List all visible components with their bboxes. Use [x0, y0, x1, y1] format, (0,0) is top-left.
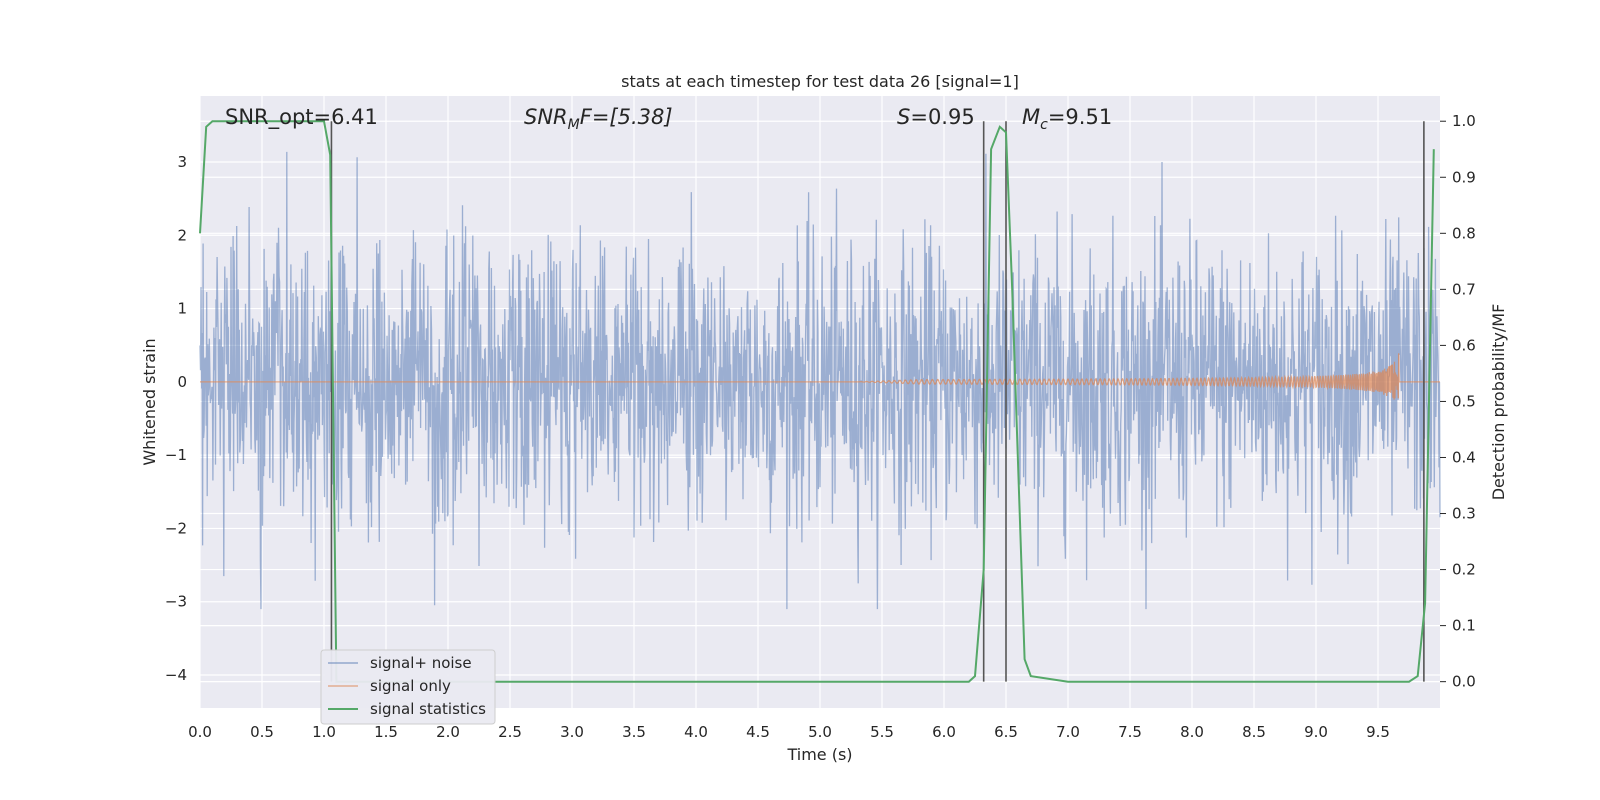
y-right-tick-labels: 1.0 0.9 0.8 0.7 0.6 0.5 0.4 0.3 0.2 0.1 0.0 — [1440, 112, 1476, 691]
x-tick-label: 3.0 — [560, 723, 584, 741]
y-tick-label: 3 — [177, 153, 187, 171]
signal-only-series — [200, 353, 1440, 400]
x-axis-label: Time (s) — [786, 745, 852, 764]
y-tick-label: 0 — [177, 373, 187, 391]
y-right-tick-label: 0.7 — [1452, 280, 1476, 298]
snr-mf-sub: M — [568, 117, 580, 133]
chart-title: stats at each timestep for test data 26 … — [621, 72, 1019, 91]
annotation-snr-opt: SNR_opt=6.41 — [225, 105, 378, 130]
y-tick-label: 2 — [177, 226, 187, 244]
vertical-markers — [330, 121, 1425, 682]
y-right-tick-label: 1.0 — [1452, 112, 1476, 130]
x-tick-label: 0.0 — [188, 723, 212, 741]
y-right-tick-label: 0.4 — [1452, 448, 1476, 466]
y-right-tick-label: 0.5 — [1452, 392, 1476, 410]
x-tick-label: 8.5 — [1242, 723, 1266, 741]
mc-base: M — [1022, 105, 1040, 129]
y-right-tick-label: 0.9 — [1452, 168, 1476, 186]
annotation-snr-mf: SNRMF=[5.38] — [524, 105, 673, 133]
y-right-tick-label: 0.2 — [1452, 561, 1476, 579]
snr-mf-tail: F=[5.38] — [580, 105, 673, 129]
x-tick-label: 7.5 — [1118, 723, 1142, 741]
signal-statistics-series — [199, 120, 1435, 683]
snr-mf-base: SNR — [524, 105, 568, 129]
x-tick-label: 8.0 — [1180, 723, 1204, 741]
y-right-tick-label: 0.1 — [1452, 617, 1476, 635]
x-tick-label: 0.5 — [250, 723, 274, 741]
legend-label-signal-only: signal only — [370, 677, 451, 695]
y-right-tick-label: 0.3 — [1452, 505, 1476, 523]
annotation-mc: Mc=9.51 — [1022, 105, 1112, 133]
y-tick-labels: 3 2 1 0 −1 −2 −3 −4 — [165, 153, 187, 684]
y-tick-label: 1 — [177, 300, 187, 318]
mc-sub: c — [1040, 117, 1048, 133]
x-tick-label: 2.5 — [498, 723, 522, 741]
x-tick-label: 2.0 — [436, 723, 460, 741]
x-tick-label: 1.5 — [374, 723, 398, 741]
y-right-tick-label: 0.8 — [1452, 224, 1476, 242]
x-tick-label: 6.0 — [932, 723, 956, 741]
x-tick-label: 6.5 — [994, 723, 1018, 741]
legend-box — [320, 649, 496, 725]
x-tick-label: 1.0 — [312, 723, 336, 741]
legend: signal+ noise signal only signal statist… — [320, 649, 496, 725]
x-tick-label: 5.0 — [808, 723, 832, 741]
y-right-tick-label: 0.0 — [1452, 673, 1476, 691]
y-tick-label: −2 — [165, 519, 187, 537]
x-tick-label: 4.0 — [684, 723, 708, 741]
y-tick-label: −1 — [165, 446, 187, 464]
x-tick-label: 4.5 — [746, 723, 770, 741]
legend-label-signal-noise: signal+ noise — [370, 654, 472, 672]
y-axis-label: Whitened strain — [140, 338, 159, 465]
y-tick-label: −4 — [165, 666, 187, 684]
x-tick-label: 9.0 — [1304, 723, 1328, 741]
signal-only-line — [200, 353, 1440, 400]
y-tick-label: −3 — [165, 593, 187, 611]
s-tail: =0.95 — [910, 105, 974, 129]
annotation-s: S=0.95 — [897, 105, 975, 129]
mc-tail: =9.51 — [1048, 105, 1112, 129]
y-right-axis-label: Detection probability/MF — [1489, 304, 1508, 501]
x-tick-label: 3.5 — [622, 723, 646, 741]
x-tick-label: 7.0 — [1056, 723, 1080, 741]
legend-label-signal-statistics: signal statistics — [370, 700, 486, 718]
s-italic: S — [897, 105, 910, 129]
y-right-tick-label: 0.6 — [1452, 336, 1476, 354]
x-tick-labels: 0.0 0.5 1.0 1.5 2.0 2.5 3.0 3.5 4.0 4.5 5.0 5.5 6.0 6… — [188, 723, 1390, 741]
signal-statistics-line — [199, 120, 1435, 683]
x-tick-label: 9.5 — [1366, 723, 1390, 741]
x-tick-label: 5.5 — [870, 723, 894, 741]
